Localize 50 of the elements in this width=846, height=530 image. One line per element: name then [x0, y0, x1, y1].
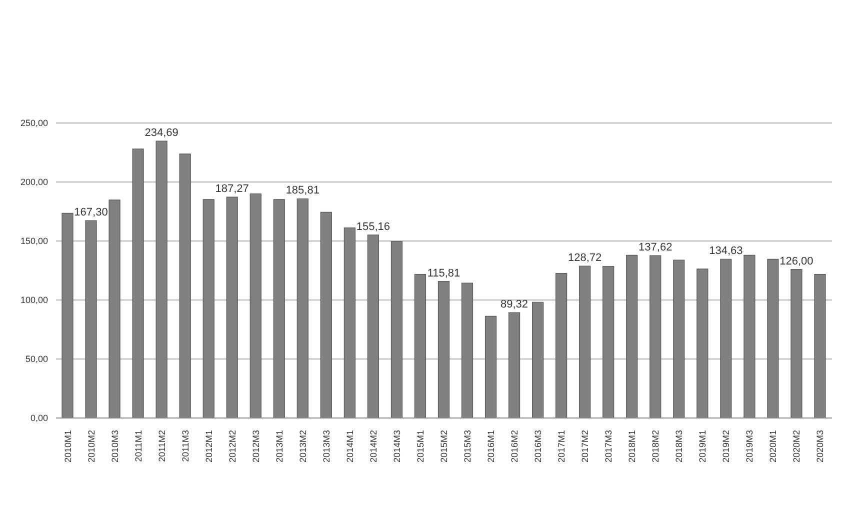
data-label: 234,69 [144, 127, 178, 140]
x-tick-label: 2015M2 [439, 430, 449, 463]
data-label: 89,32 [500, 298, 528, 311]
y-tick-label: 100,00 [20, 295, 48, 306]
x-tick-label: 2015M1 [415, 430, 426, 463]
data-label: 187,27 [215, 183, 249, 196]
y-tick-label: 150,00 [20, 236, 48, 246]
x-tick-label: 2012M1 [204, 430, 214, 463]
x-tick-label: 2020M3 [815, 430, 826, 463]
x-tick-label: 2018M3 [674, 430, 684, 463]
x-tick-label: 2019M2 [721, 430, 732, 463]
x-tick-label: 2014M2 [368, 430, 378, 463]
data-label: 137,62 [638, 242, 672, 254]
x-tick-label: 2017M1 [556, 430, 567, 463]
x-tick-label: 2010M1 [62, 430, 73, 463]
x-tick-label: 2017M2 [580, 430, 590, 463]
y-tick-label: 0,00 [30, 413, 48, 424]
data-label: 185,81 [286, 184, 320, 197]
x-tick-label: 2010M3 [110, 430, 120, 463]
data-label: 115,81 [427, 267, 460, 280]
x-tick-label: 2012M3 [250, 430, 261, 463]
x-tick-label: 2011M2 [156, 430, 167, 462]
x-tick-label: 2013M1 [274, 430, 284, 463]
x-tick-label: 2018M1 [627, 430, 638, 463]
y-tick-label: 200,00 [20, 177, 48, 188]
data-label: 167,30 [74, 206, 108, 219]
x-tick-label: 2011M1 [133, 430, 144, 462]
x-tick-label: 2020M1 [768, 430, 778, 463]
x-tick-label: 2020M2 [792, 430, 802, 463]
x-tick-label: 2011M3 [180, 430, 190, 462]
x-tick-label: 2016M1 [486, 430, 496, 463]
data-label: 134,63 [709, 245, 743, 258]
data-label: 155,16 [356, 220, 390, 233]
x-tick-label: 2016M2 [510, 430, 520, 463]
x-tick-label: 2018M2 [650, 430, 661, 463]
x-tick-label: 2014M1 [344, 430, 355, 463]
x-tick-label: 2012M2 [227, 430, 238, 463]
x-tick-label: 2019M3 [744, 430, 755, 463]
x-tick-label: 2013M3 [321, 430, 332, 463]
x-tick-label: 2017M3 [604, 430, 614, 463]
x-tick-label: 2019M1 [698, 430, 708, 463]
x-tick-label: 2015M3 [462, 430, 473, 463]
x-tick-label: 2014M3 [392, 430, 402, 463]
x-tick-label: 2016M3 [533, 430, 544, 463]
y-tick-label: 50,00 [25, 354, 48, 364]
y-tick-label: 250,00 [20, 118, 48, 128]
x-tick-label: 2010M2 [86, 430, 96, 463]
data-label: 128,72 [568, 252, 602, 264]
data-label: 126,00 [780, 255, 814, 268]
x-tick-label: 2013M2 [298, 430, 308, 463]
